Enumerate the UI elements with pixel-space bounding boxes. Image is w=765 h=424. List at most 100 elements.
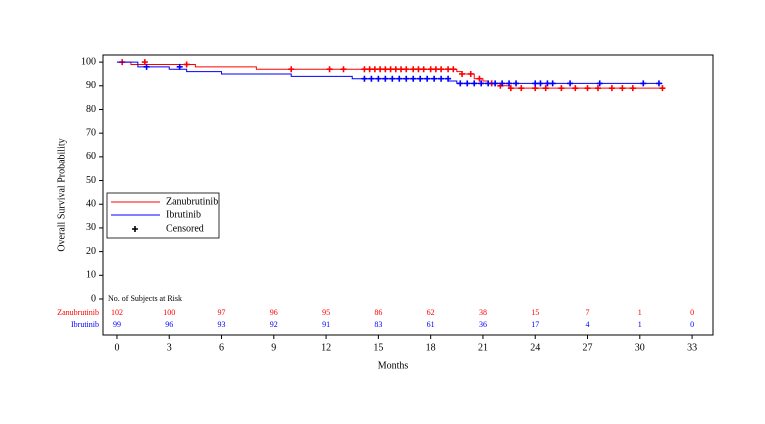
y-axis-label: Overall Survival Probability [56,138,67,251]
censored-marker [499,80,506,87]
censored-marker [176,63,183,70]
risk-count: 0 [690,308,694,317]
x-tick-label: 30 [635,342,645,353]
censored-marker [403,75,410,82]
censored-marker [476,75,483,82]
censored-marker [377,66,384,73]
risk-count: 1 [638,308,642,317]
censored-marker [445,75,452,82]
censored-marker [143,63,150,70]
survival-curve [116,61,663,89]
censored-marker [567,80,574,87]
risk-count: 0 [690,320,694,329]
censored-marker [518,85,525,92]
censored-marker [432,66,439,73]
censored-marker [584,85,591,92]
risk-count: 17 [531,320,539,329]
censored-marker [513,80,520,87]
x-tick-label: 12 [321,342,331,353]
risk-count: 1 [638,320,642,329]
risk-row-label: Zanubrutinib [57,308,99,317]
censored-marker [387,66,394,73]
legend-label: Ibrutinib [166,209,201,220]
risk-count: 4 [586,320,590,329]
censored-marker [608,85,615,92]
censored-marker [326,66,333,73]
censored-marker [392,66,399,73]
y-tick-label: 0 [91,293,96,304]
y-tick-label: 40 [86,199,96,210]
censored-marker [506,80,513,87]
risk-count: 95 [322,308,330,317]
risk-count: 92 [270,320,278,329]
censored-marker [141,59,148,66]
censored-marker [427,66,434,73]
censored-marker [532,80,539,87]
x-tick-label: 33 [687,342,697,353]
x-tick-label: 21 [478,342,488,353]
censored-marker [431,75,438,82]
risk-count: 102 [111,308,123,317]
censored-marker [549,80,556,87]
plot-frame [102,54,714,336]
censored-marker [340,66,347,73]
censored-marker [382,66,389,73]
y-tick-label: 90 [86,80,96,91]
risk-count: 93 [218,320,226,329]
censored-marker [389,75,396,82]
censored-marker [361,75,368,82]
x-axis-label: Months [378,360,409,371]
censored-marker [619,85,626,92]
censored-marker [492,80,499,87]
x-tick-label: 18 [426,342,436,353]
x-tick-label: 6 [219,342,224,353]
censored-marker [478,80,485,87]
censored-marker [375,75,382,82]
risk-count: 96 [270,308,278,317]
y-tick-label: 30 [86,222,96,233]
censored-marker [640,80,647,87]
x-tick-label: 3 [167,342,172,353]
y-tick-label: 10 [86,270,96,281]
risk-count: 86 [374,308,382,317]
risk-count: 83 [374,320,382,329]
censored-marker [544,80,551,87]
risk-count: 61 [427,320,435,329]
censored-marker [629,85,636,92]
y-tick-label: 60 [86,151,96,162]
censored-marker [596,80,603,87]
censored-marker [459,70,466,77]
legend-label: Censored [166,223,204,234]
risk-count: 38 [479,308,487,317]
x-tick-label: 9 [271,342,276,353]
censored-marker [424,75,431,82]
x-tick-label: 27 [583,342,593,353]
risk-count: 99 [113,320,121,329]
censored-marker [572,85,579,92]
censored-marker [438,66,445,73]
censored-marker [464,80,471,87]
censored-marker [361,66,368,73]
censored-marker [420,66,427,73]
legend-censored-marker [132,226,138,232]
censored-marker [371,66,378,73]
y-tick-label: 20 [86,246,96,257]
censored-marker [438,75,445,82]
x-tick-label: 0 [114,342,119,353]
y-tick-label: 70 [86,127,96,138]
risk-count: 7 [586,308,590,317]
censored-marker [450,66,457,73]
censored-marker [558,85,565,92]
x-tick-label: 15 [373,342,383,353]
censored-marker [396,75,403,82]
censored-marker [410,75,417,82]
x-tick-label: 24 [530,342,540,353]
censored-marker [183,61,190,68]
censored-marker [457,80,464,87]
censored-marker [410,66,417,73]
legend-label: Zanubrutinib [166,196,218,207]
censored-marker [659,85,666,92]
risk-count: 100 [163,308,175,317]
censored-marker [471,80,478,87]
